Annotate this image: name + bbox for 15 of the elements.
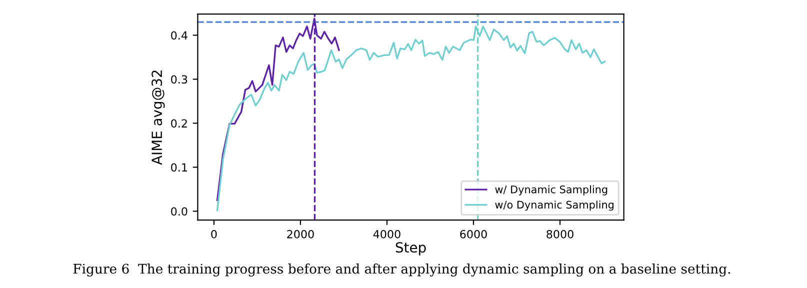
legend-label: w/o Dynamic Sampling (495, 200, 614, 211)
x-tick-label: 8000 (546, 230, 574, 238)
y-tick-label: 0.3 (171, 75, 188, 84)
caption: Figure 6 The training progress before and after applying dynamic sampling on a baseline setting. (73, 264, 730, 276)
x-axis-title: Step (396, 242, 426, 256)
y-tick-label: 0.0 (171, 207, 188, 216)
x-tick-label: 6000 (460, 230, 487, 238)
legend-label: w/ Dynamic Sampling (495, 185, 608, 196)
y-axis-title: AIME avg@32 (152, 70, 165, 165)
x-tick-label: 4000 (373, 230, 400, 238)
x-tick-label: 2000 (287, 230, 314, 238)
y-tick-label: 0.4 (171, 31, 188, 40)
y-tick-label: 0.2 (171, 119, 187, 128)
x-tick-label: 0 (211, 230, 217, 238)
y-tick-label: 0.1 (171, 163, 187, 172)
